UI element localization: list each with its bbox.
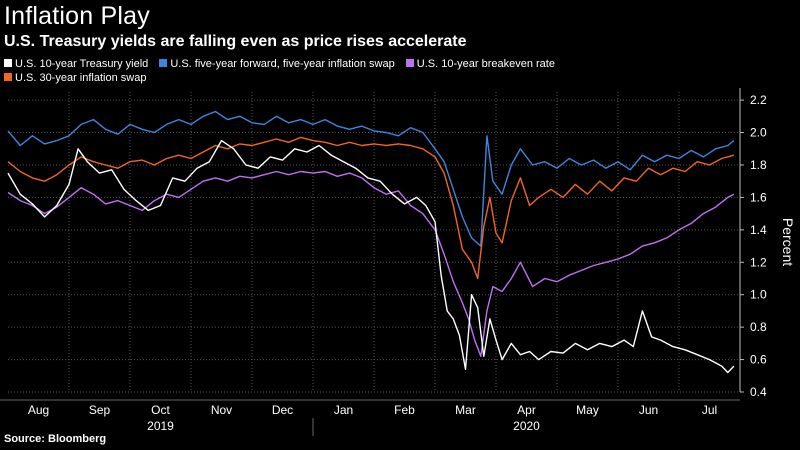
x-tick-label: Jun	[639, 403, 658, 417]
y-tick-label: 2.0	[750, 126, 767, 140]
y-tick-label: 1.8	[750, 158, 767, 172]
legend-label-treasury: U.S. 10-year Treasury yield	[15, 58, 149, 70]
legend-swatch-five-year	[159, 59, 168, 67]
x-tick-label: Sep	[89, 403, 111, 417]
y-tick-label: 1.2	[750, 255, 767, 269]
x-tick-label: Dec	[272, 403, 293, 417]
y-tick-label: 1.6	[750, 190, 767, 204]
legend-item-treasury: U.S. 10-year Treasury yield	[4, 57, 148, 71]
y-axis-title: Percent	[780, 218, 796, 266]
legend-label-breakeven: U.S. 10-year breakeven rate	[416, 58, 555, 70]
legend-label-five-year: U.S. five-year forward, five-year inflat…	[170, 58, 395, 70]
chart-legend: U.S. 10-year Treasury yield U.S. five-ye…	[4, 57, 664, 85]
legend-row-1: U.S. 10-year Treasury yield U.S. five-ye…	[4, 57, 664, 71]
source-note: Source: Bloomberg	[4, 433, 107, 445]
y-tick-label: 2.2	[750, 93, 767, 107]
year-label: 2020	[513, 419, 540, 433]
y-tick-label: 0.4	[750, 385, 767, 399]
series-line-thirty-year	[7, 136, 735, 280]
x-tick-label: Apr	[517, 403, 536, 417]
y-tick-label: 1.4	[750, 223, 767, 237]
y-tick-label: 0.6	[750, 353, 767, 367]
legend-swatch-breakeven	[405, 59, 414, 67]
series-line-breakeven	[7, 170, 735, 357]
x-tick-label: Jul	[702, 403, 717, 417]
legend-swatch-treasury	[4, 59, 12, 67]
legend-row-2: U.S. 30-year inflation swap	[4, 71, 664, 85]
x-tick-label: Nov	[211, 403, 232, 417]
chart-title: Inflation Play	[4, 2, 150, 30]
y-tick-label: 0.8	[750, 320, 767, 334]
x-tick-label: Feb	[394, 403, 415, 417]
series-layer	[7, 110, 735, 374]
x-tick-label: Mar	[455, 403, 476, 417]
x-tick-label: Aug	[28, 403, 49, 417]
legend-swatch-thirty-year	[4, 73, 12, 81]
year-label: 2019	[147, 419, 174, 433]
legend-label-thirty-year: U.S. 30-year inflation swap	[15, 72, 147, 84]
x-tick-label: May	[576, 403, 599, 417]
chart-subtitle: U.S. Treasury yields are falling even as…	[4, 33, 467, 50]
x-tick-label: Jan	[334, 403, 353, 417]
y-tick-label: 1.0	[750, 288, 767, 302]
legend-item-thirty-year: U.S. 30-year inflation swap	[4, 71, 146, 85]
x-tick-label: Oct	[151, 403, 170, 417]
axis-layer: 0.4 0.6 0.8 1.0 1.2 1.4 1.6 1.8 2.0 2.2 Percent Aug…	[0, 88, 796, 436]
series-line-five-year	[7, 110, 735, 247]
series-line-treasury	[7, 139, 735, 374]
legend-item-five-year: U.S. five-year forward, five-year inflat…	[159, 57, 395, 71]
grid-layer	[8, 92, 740, 393]
legend-item-breakeven: U.S. 10-year breakeven rate	[405, 57, 555, 71]
